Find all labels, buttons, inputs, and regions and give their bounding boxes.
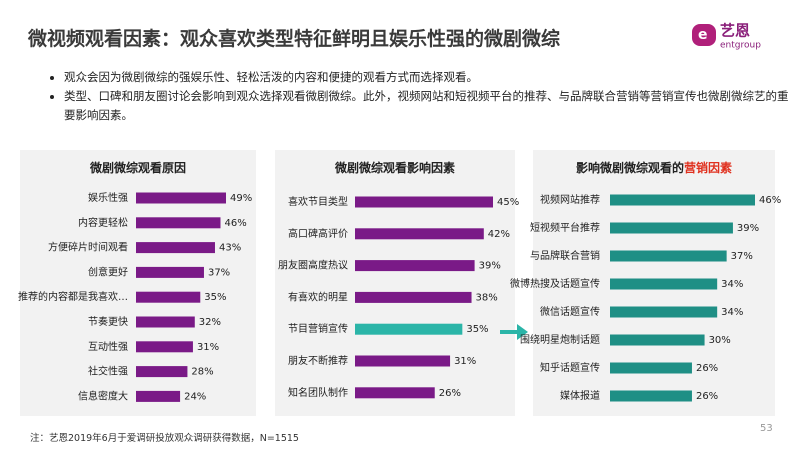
chart-title-text: 微剧微综观看影响因素 xyxy=(334,160,455,175)
bar xyxy=(610,390,692,402)
category-label: 社交性强 xyxy=(88,365,128,378)
category-label: 朋友圈高度热议 xyxy=(278,259,348,272)
value-label: 39% xyxy=(737,223,759,234)
value-label: 34% xyxy=(721,279,743,290)
bar xyxy=(355,291,472,303)
bar xyxy=(610,278,718,290)
value-label: 24% xyxy=(184,391,206,402)
chart-title: 微剧微综观看影响因素 xyxy=(334,160,455,175)
category-label: 视频网站推荐 xyxy=(540,193,600,206)
arrow xyxy=(500,324,528,340)
footnote: 注：艺恩2019年6月于爱调研投放观众调研获得数据，N=1515 xyxy=(30,433,299,444)
category-label: 信息密度大 xyxy=(78,389,128,402)
category-label: 互动性强 xyxy=(88,340,128,353)
category-label: 方便碎片时间观看 xyxy=(48,241,128,254)
bar xyxy=(136,341,193,353)
value-label: 26% xyxy=(696,363,718,374)
value-label: 32% xyxy=(199,317,221,328)
slide-title: 微视频观看因素：观众喜欢类型特征鲜明且娱乐性强的微剧微综 xyxy=(28,28,561,50)
bar xyxy=(136,366,188,378)
bar xyxy=(355,355,451,367)
bar xyxy=(355,323,463,335)
bar xyxy=(355,260,475,272)
bar xyxy=(136,266,204,278)
category-label: 娱乐性强 xyxy=(88,191,128,204)
bar xyxy=(610,222,733,234)
logo-icon xyxy=(692,24,716,46)
category-label: 内容更轻松 xyxy=(78,216,128,229)
chart-title: 微剧微综观看原因 xyxy=(89,160,186,175)
value-label: 46% xyxy=(759,195,781,206)
logo-name: 艺恩 xyxy=(720,22,750,40)
category-label: 喜欢节目类型 xyxy=(288,195,348,208)
bar xyxy=(355,196,493,208)
bullets: 观众会因为微剧微综的强娱乐性、轻松活泼的内容和便捷的观看方式而选择观看。 类型、… xyxy=(46,68,794,125)
bullet: 类型、口碑和朋友圈讨论会影响到观众选择观看微剧微综。此外，视频网站和短视频平台的… xyxy=(64,87,794,125)
value-label: 34% xyxy=(721,307,743,318)
logo: e 艺恩 entgroup xyxy=(692,22,761,51)
bullet: 观众会因为微剧微综的强娱乐性、轻松活泼的内容和便捷的观看方式而选择观看。 xyxy=(64,68,794,87)
value-label: 49% xyxy=(230,193,252,204)
value-label: 31% xyxy=(454,356,476,367)
category-label: 有喜欢的明星 xyxy=(288,290,348,303)
bar xyxy=(610,250,727,262)
category-label: 高口碑高评价 xyxy=(288,227,348,240)
page-number: 53 xyxy=(760,423,773,434)
bar xyxy=(355,387,435,399)
bar xyxy=(610,334,705,346)
bar xyxy=(136,242,215,254)
bar xyxy=(355,228,484,240)
category-label: 知乎话题宣传 xyxy=(540,361,600,374)
value-label: 28% xyxy=(191,367,213,378)
category-label: 围绕明星炮制话题 xyxy=(520,333,600,346)
category-label: 朋友不断推荐 xyxy=(288,354,348,367)
category-label: 短视频平台推荐 xyxy=(530,221,600,234)
category-label: 微信话题宣传 xyxy=(540,305,600,318)
value-label: 35% xyxy=(466,324,488,335)
category-label: 微博热搜及话题宣传 xyxy=(510,277,600,290)
chart-title-text: 影响微剧微综观看的 xyxy=(576,160,684,175)
value-label: 45% xyxy=(497,197,519,208)
value-label: 37% xyxy=(731,251,753,262)
value-label: 26% xyxy=(439,388,461,399)
category-label: 知名团队制作 xyxy=(288,386,348,399)
chart-title: 影响微剧微综观看的营销因素 xyxy=(576,160,732,175)
category-label: 媒体报道 xyxy=(560,389,600,402)
value-label: 43% xyxy=(219,243,241,254)
bar xyxy=(610,306,718,318)
value-label: 42% xyxy=(488,229,510,240)
chart-title-text: 微剧微综观看原因 xyxy=(89,160,186,175)
bar xyxy=(136,390,181,402)
bar xyxy=(136,291,201,303)
value-label: 30% xyxy=(709,335,731,346)
category-label: 创意更好 xyxy=(88,265,128,278)
logo-sub: entgroup xyxy=(720,41,761,51)
value-label: 35% xyxy=(204,292,226,303)
logo-glyph: e xyxy=(698,27,708,43)
category-label: 推荐的内容都是我喜欢… xyxy=(18,290,128,303)
bar xyxy=(136,316,195,328)
bar xyxy=(136,192,226,204)
value-label: 46% xyxy=(224,218,246,229)
value-label: 38% xyxy=(476,292,498,303)
chart-title-highlight: 营销因素 xyxy=(684,160,732,175)
category-label: 与品牌联合营销 xyxy=(530,249,600,262)
bar xyxy=(136,217,221,229)
value-label: 26% xyxy=(696,391,718,402)
panel xyxy=(275,150,515,416)
value-label: 37% xyxy=(208,267,230,278)
category-label: 节奏更快 xyxy=(88,316,128,328)
bar xyxy=(610,194,755,206)
value-label: 31% xyxy=(197,342,219,353)
value-label: 39% xyxy=(479,261,501,272)
category-label: 节目营销宣传 xyxy=(288,322,348,335)
bar xyxy=(610,362,692,374)
